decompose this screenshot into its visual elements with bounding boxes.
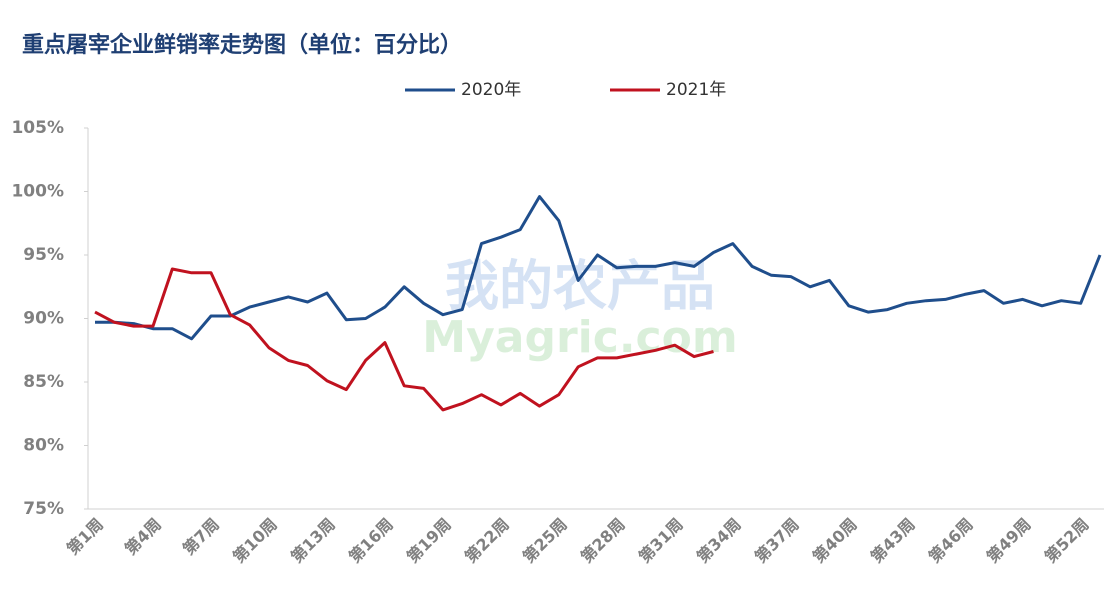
x-tick-label: 第34周: [693, 515, 745, 567]
y-tick-label: 95%: [23, 245, 64, 265]
y-tick-label: 90%: [23, 309, 64, 329]
x-tick-label: 第19周: [403, 515, 455, 567]
y-tick-label: 100%: [11, 182, 64, 202]
x-tick-label: 第40周: [809, 515, 861, 567]
x-tick-label: 第25周: [519, 515, 571, 567]
chart-title: 重点屠宰企业鲜销率走势图（单位：百分比）: [22, 32, 462, 58]
x-tick-label: 第22周: [461, 515, 513, 567]
y-tick-label: 80%: [23, 436, 64, 456]
x-tick-label: 第16周: [345, 515, 397, 567]
x-tick-label: 第1周: [63, 515, 107, 559]
x-tick-label: 第13周: [287, 515, 339, 567]
x-tick-label: 第43周: [867, 515, 919, 567]
legend-label: 2020年: [461, 80, 521, 100]
x-tick-label: 第52周: [1041, 515, 1093, 567]
x-tick-label: 第31周: [635, 515, 687, 567]
watermark: Myagric.com: [422, 312, 737, 363]
x-tick-label: 第28周: [577, 515, 629, 567]
series-line: [95, 195, 1102, 341]
y-tick-label: 105%: [11, 118, 64, 138]
x-tick-label: 第46周: [925, 515, 977, 567]
y-tick-label: 85%: [23, 372, 64, 392]
x-tick-label: 第4周: [121, 515, 165, 559]
x-tick-label: 第37周: [751, 515, 803, 567]
series-line: [94, 267, 714, 412]
x-tick-label: 第49周: [983, 515, 1035, 567]
y-tick-label: 75%: [23, 499, 64, 519]
watermark: 我的农产品: [445, 255, 715, 318]
x-tick-label: 第10周: [229, 515, 281, 567]
legend-label: 2021年: [666, 80, 726, 100]
x-tick-label: 第7周: [179, 515, 223, 559]
